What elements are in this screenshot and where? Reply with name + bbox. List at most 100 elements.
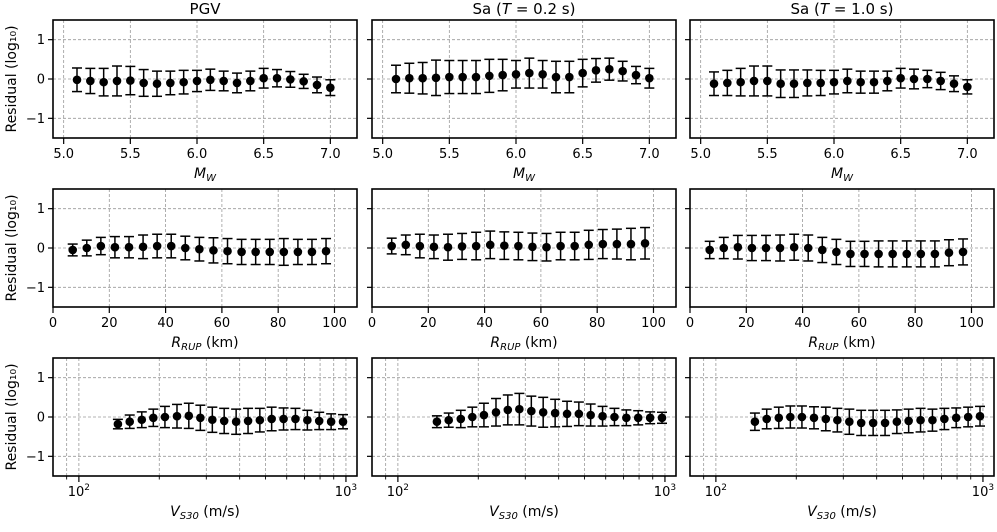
data-point [471,72,481,82]
data-point [750,417,760,427]
y-tick-label: 0 [37,242,45,257]
data-point [457,242,467,251]
x-tick-label: 102 [387,483,409,500]
data-point [776,79,785,89]
data-point [747,243,757,253]
x-axis-label: RRUP (km) [490,335,557,353]
x-axis-label: MW [194,166,217,184]
panel-p22: 0 20 40 60 80 100 RRUP (km) [367,188,677,353]
data-point [832,247,841,257]
data-point [817,245,827,255]
data-point [255,415,265,425]
x-axis-label: MW [513,166,536,184]
x-tick-label: 60 [851,316,868,331]
data-point [888,249,897,259]
data-point [338,417,348,427]
data-point [232,78,242,88]
data-point [418,73,427,83]
data-point [511,69,521,79]
data-point [786,412,795,422]
data-point [527,406,536,416]
data-point [963,82,972,92]
data-point [749,76,759,86]
data-point [774,413,784,423]
data-point [578,68,587,78]
data-point [975,411,985,421]
data-point [963,412,973,422]
data-point [149,413,158,423]
x-tick-label: 6.0 [506,147,527,162]
data-point [219,416,229,426]
y-tick-label: 1 [37,371,45,386]
x-tick-label: 60 [214,316,231,331]
data-point [940,414,949,424]
data-point [846,249,855,259]
x-tick-label: 5.5 [120,147,141,162]
panel-p11: −1 0 1 5.0 5.5 6.0 6.5 7.0 PGV MW Residual (log₁₀) [4,0,358,184]
data-point [833,415,842,425]
data-point [243,416,253,426]
panel-title: Sa (T = 0.2 s) [473,0,576,18]
y-tick-label: −1 [26,450,45,465]
x-tick-label: 80 [907,316,924,331]
data-point [598,411,607,421]
x-tick-label: 80 [270,316,287,331]
data-point [733,242,743,252]
data-point [528,242,537,252]
data-point [860,249,869,259]
data-point [856,77,865,87]
data-point [562,409,572,419]
y-axis-label: Residual (log₁₀) [4,25,20,132]
data-point [139,78,148,88]
data-point [471,241,481,251]
data-point [312,80,322,90]
data-point [152,79,162,89]
data-point [880,418,890,428]
panel-title: PGV [190,0,222,18]
data-point [598,239,608,249]
x-tick-label: 40 [794,316,811,331]
x-tick-label: 103 [335,483,357,500]
x-tick-label: 5.5 [439,147,460,162]
data-point [321,246,331,256]
data-point [610,412,619,422]
data-point [172,411,182,421]
data-point [246,76,255,86]
data-point [166,241,176,251]
data-point [565,72,574,82]
data-point [126,76,135,85]
data-point [429,242,439,252]
data-point [551,72,561,82]
y-tick-label: 0 [37,411,45,426]
x-tick-label: 40 [157,316,174,331]
data-point [444,415,454,425]
data-point [299,77,308,86]
data-point [456,414,466,424]
data-point [279,247,289,257]
data-point [645,73,654,83]
data-point [68,245,78,255]
x-tick-label: 5.0 [690,147,711,162]
x-tick-label: 102 [68,483,90,500]
data-point [845,417,854,427]
data-point [303,415,312,425]
data-point [237,247,246,257]
data-point [762,414,772,424]
data-point [166,78,175,88]
data-point [125,417,135,427]
data-point [152,241,162,251]
data-point [923,74,932,84]
x-tick-label: 5.0 [372,147,393,162]
x-tick-label: 5.5 [757,147,778,162]
data-point [556,241,565,251]
data-point [618,66,627,76]
data-point [892,417,902,427]
data-point [584,240,594,250]
data-point [387,241,397,251]
data-point [293,247,303,257]
x-tick-label: 6.5 [890,147,911,162]
data-point [789,242,799,252]
data-point [936,76,945,86]
data-point [458,72,467,82]
data-point [96,241,106,251]
